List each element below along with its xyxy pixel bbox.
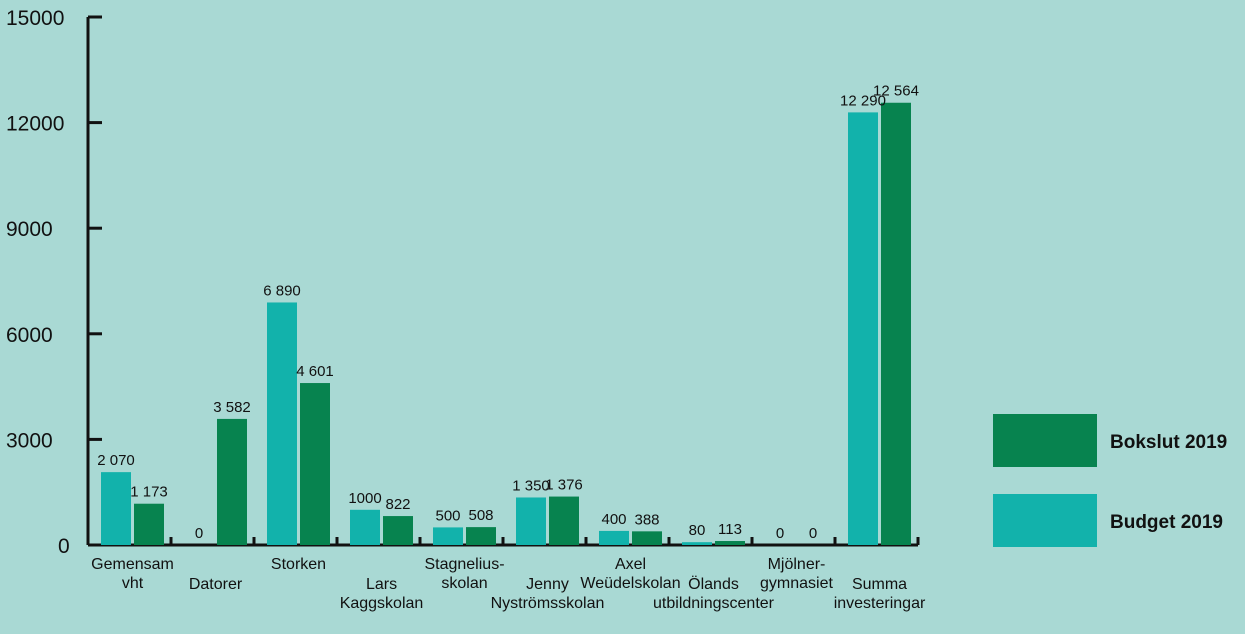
value-label: 1000: [348, 490, 381, 507]
bokslut-bar-7: [715, 541, 745, 545]
value-label: 0: [776, 525, 784, 542]
value-label: 0: [195, 525, 203, 542]
chart-bars: [101, 102, 911, 546]
bokslut-bar-0: [134, 503, 164, 545]
value-label: 12 290: [840, 92, 886, 109]
value-label: 0: [809, 525, 817, 542]
bokslut-bar-3: [383, 516, 413, 545]
y-tick-label: 6000: [6, 324, 53, 347]
budget-bar-4: [433, 527, 463, 545]
value-label: 822: [385, 496, 410, 513]
category-label: Storken: [271, 556, 326, 573]
value-label: 3 582: [213, 399, 251, 416]
category-label: Lars Kaggskolan: [340, 576, 424, 612]
budget-bar-9: [848, 112, 878, 545]
value-label: 113: [718, 521, 742, 538]
value-label: 388: [634, 511, 659, 528]
legend-swatch-bokslut: [993, 414, 1097, 467]
value-label: 6 890: [263, 282, 301, 299]
category-label: Stagnelius-skolan: [424, 556, 504, 592]
y-tick-label: 3000: [6, 429, 53, 452]
category-label: Jenny Nyströmsskolan: [491, 576, 605, 612]
legend-label: Budget 2019: [1110, 512, 1223, 533]
category-label: Summa investeringar: [834, 576, 926, 612]
y-tick-label: 12000: [6, 113, 64, 136]
value-label: 12 564: [873, 83, 919, 100]
category-label: Mjölner-gymnasiet: [760, 556, 833, 592]
bokslut-bar-2: [300, 383, 330, 545]
chart-legend: Bokslut 2019 Budget 2019: [993, 414, 1227, 547]
value-label: 508: [468, 507, 493, 524]
bokslut-bar-6: [632, 531, 662, 545]
value-label: 80: [689, 522, 706, 539]
value-label: 400: [601, 511, 626, 528]
chart-axes: 0 3000 6000 9000 12000 15000: [6, 7, 920, 558]
bokslut-bar-1: [217, 418, 247, 545]
chart-value-labels: 2 070 1 173 0 3 582 6 890 4 601 1000 822 500 508 1…: [97, 83, 919, 542]
y-tick-label: 9000: [6, 218, 53, 241]
y-tick-label: 15000: [6, 7, 64, 30]
value-label: 1 173: [130, 484, 168, 501]
value-label: 2 070: [97, 452, 135, 469]
budget-bar-2: [267, 302, 297, 545]
category-label: Gemensam vht: [91, 556, 174, 592]
y-tick-label: 0: [58, 535, 70, 558]
value-label: 1 350: [512, 477, 550, 494]
category-label: Ölands utbildningscenter: [653, 575, 775, 612]
value-label: 500: [435, 507, 460, 524]
legend-label: Bokslut 2019: [1110, 432, 1227, 453]
value-label: 1 376: [545, 477, 583, 494]
bokslut-bar-4: [466, 527, 496, 545]
category-label: Datorer: [189, 576, 243, 593]
budget-bar-3: [350, 509, 380, 545]
budget-bar-7: [682, 542, 712, 545]
value-label: 4 601: [296, 363, 334, 380]
bokslut-bar-9: [881, 102, 911, 546]
budget-bar-0: [101, 472, 131, 545]
category-label: Axel Weüdelskolan: [580, 556, 680, 592]
legend-swatch-budget: [993, 494, 1097, 547]
bokslut-bar-5: [549, 496, 579, 545]
budget-bar-5: [516, 497, 546, 545]
budget-bar-6: [599, 530, 629, 545]
